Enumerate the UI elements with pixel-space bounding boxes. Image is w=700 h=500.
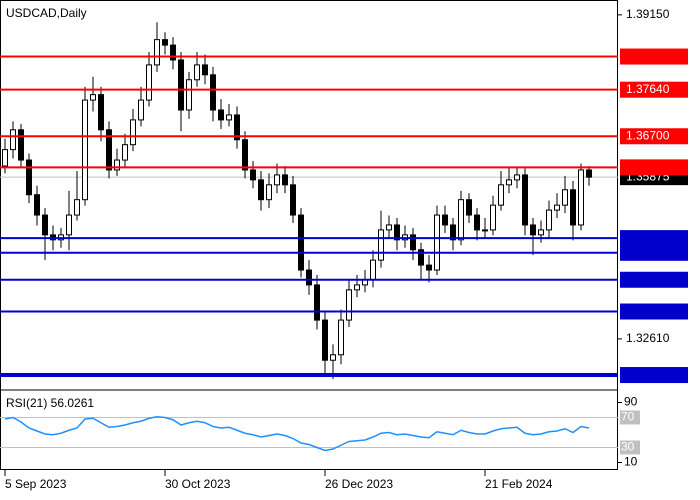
candle-body <box>258 179 264 201</box>
candle-body <box>34 194 40 216</box>
level-label-box <box>620 367 688 384</box>
candle-body <box>114 159 120 171</box>
candle-body <box>130 119 136 146</box>
candle-body <box>570 189 576 226</box>
candle-body <box>106 129 112 171</box>
rsi-line <box>4 415 590 452</box>
candle-body <box>82 99 88 201</box>
candle-body <box>186 79 192 111</box>
level-label-box <box>620 244 688 261</box>
candle-body <box>314 284 320 321</box>
candle-body <box>170 44 176 61</box>
y-tick-label: 1.39150 <box>626 7 670 21</box>
rsi-level-label: 70 <box>621 410 635 424</box>
candle-body <box>530 224 536 236</box>
candle-body <box>378 229 384 261</box>
candle-body <box>18 129 24 161</box>
level-label-box <box>620 48 688 65</box>
candle-body <box>546 209 552 231</box>
candle-body <box>386 224 392 231</box>
candle-body <box>394 224 400 241</box>
candle-body <box>282 174 288 186</box>
candle-body <box>330 354 336 361</box>
candle-body <box>514 174 520 181</box>
candle-body <box>66 214 72 236</box>
candle-body <box>578 169 584 226</box>
candle-body <box>298 214 304 271</box>
candle-body <box>266 184 272 201</box>
candle-body <box>538 229 544 236</box>
candle-body <box>234 114 240 141</box>
candle-body <box>490 204 496 231</box>
candle-body <box>354 284 360 291</box>
candle-body <box>322 319 328 361</box>
level-label-box <box>620 271 688 288</box>
candle-body <box>426 264 432 271</box>
candle-body <box>410 234 416 251</box>
candle-body <box>482 229 488 232</box>
candle-body <box>370 259 376 281</box>
candle-body <box>450 224 456 241</box>
candle-body <box>458 199 464 241</box>
level-label: 1.37640 <box>626 82 670 96</box>
candle-body <box>2 149 8 167</box>
candle-body <box>194 64 200 81</box>
candle-body <box>74 199 80 216</box>
rsi-title: RSI(21) 56.0261 <box>6 396 94 410</box>
level-label-box <box>620 159 688 176</box>
candle-body <box>338 319 344 356</box>
candle-body <box>250 169 256 181</box>
candle-body <box>98 94 104 131</box>
candle-body <box>90 94 96 101</box>
candle-body <box>562 189 568 206</box>
candle-body <box>26 159 32 196</box>
candle-body <box>418 249 424 266</box>
candle-body <box>10 129 16 151</box>
candle-body <box>218 109 224 121</box>
rsi-level-box <box>620 410 640 425</box>
candle-body <box>306 269 312 286</box>
rsi-tick-label: 90 <box>624 395 638 409</box>
candle-body <box>202 64 208 76</box>
candle-body <box>138 99 144 121</box>
x-tick-label: 21 Feb 2024 <box>485 477 553 491</box>
candle-body <box>290 184 296 216</box>
candle-body <box>274 174 280 186</box>
level-label-box <box>620 128 688 145</box>
rsi-level-label: 30 <box>621 440 635 454</box>
candle-body <box>210 74 216 111</box>
plot-frame <box>0 0 618 470</box>
candle-body <box>122 144 128 161</box>
level-label: 1.36700 <box>626 128 670 142</box>
y-tick-label: 1.32610 <box>626 331 670 345</box>
x-tick-label: 5 Sep 2023 <box>5 477 67 491</box>
candle-body <box>498 184 504 206</box>
level-label-box <box>620 81 688 98</box>
candle-body <box>146 64 152 101</box>
candle-body <box>346 289 352 321</box>
candle-body <box>506 179 512 186</box>
chart-title: USDCAD,Daily <box>6 6 87 20</box>
x-tick-label: 26 Dec 2023 <box>325 477 393 491</box>
candle-body <box>442 214 448 226</box>
candle-body <box>474 214 480 231</box>
candle-body <box>226 114 232 121</box>
candle-body <box>522 174 528 226</box>
candle-body <box>466 199 472 216</box>
level-label-box <box>620 303 688 320</box>
candle-body <box>242 139 248 171</box>
x-tick-label: 30 Oct 2023 <box>165 477 231 491</box>
candle-body <box>154 39 160 66</box>
candle-body <box>434 214 440 271</box>
rsi-tick-label: 10 <box>624 455 638 469</box>
candle-body <box>586 169 592 178</box>
rsi-level-box <box>620 440 640 455</box>
level-label-box <box>620 230 688 247</box>
candle-body <box>42 214 48 236</box>
candle-body <box>162 39 168 46</box>
candle-body <box>554 204 560 211</box>
candle-body <box>178 59 184 111</box>
